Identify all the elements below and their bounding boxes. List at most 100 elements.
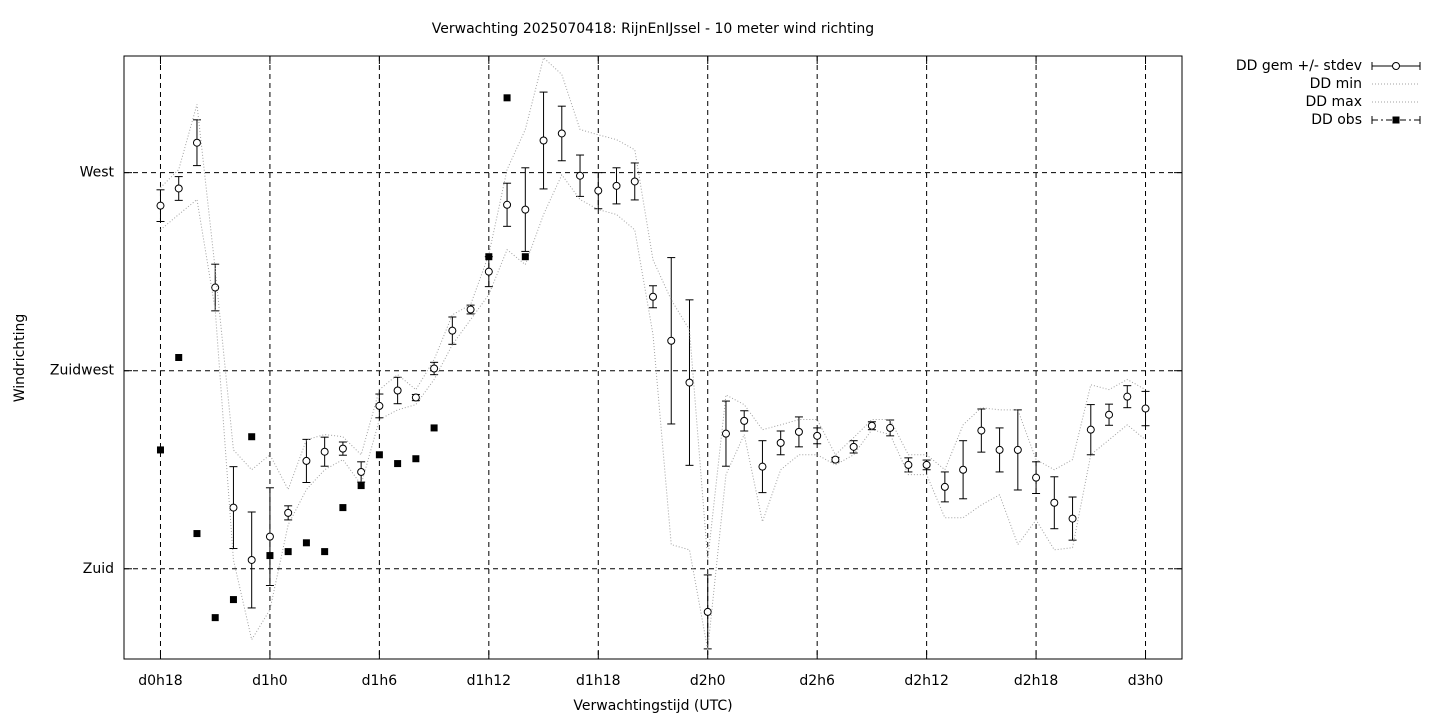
obs-point	[485, 253, 493, 261]
mean-point	[649, 292, 657, 301]
mean-point	[630, 177, 639, 186]
mean-point	[1086, 425, 1095, 434]
x-tick-label: d2h18	[1014, 673, 1058, 689]
legend-marker	[1392, 62, 1400, 70]
mean-point	[977, 426, 986, 435]
obs-point	[193, 530, 201, 538]
legend-label: DD obs	[1311, 112, 1362, 128]
mean-point	[813, 431, 822, 440]
mean-point	[411, 393, 420, 402]
x-tick-label: d1h18	[576, 673, 620, 689]
obs-point	[412, 455, 420, 463]
mean-point	[430, 364, 439, 373]
obs-point	[357, 482, 365, 490]
mean-point	[557, 129, 566, 138]
mean-point	[503, 200, 512, 209]
mean-point	[211, 283, 220, 292]
mean-point	[192, 138, 201, 147]
mean-point	[357, 467, 366, 476]
obs-point	[339, 504, 347, 512]
mean-point	[703, 607, 712, 616]
x-tick-label: d2h12	[904, 673, 948, 689]
mean-point	[1141, 404, 1150, 413]
legend-label: DD gem +/- stdev	[1236, 58, 1362, 74]
mean-point	[466, 305, 475, 314]
y-axis-label: Windrichting	[12, 314, 28, 403]
mean-point	[904, 460, 913, 469]
obs-point	[284, 548, 292, 556]
mean-point	[594, 186, 603, 195]
obs-point	[521, 253, 529, 261]
mean-point	[521, 205, 530, 214]
mean-point	[794, 427, 803, 436]
mean-point	[740, 416, 749, 425]
legend-label: DD max	[1305, 94, 1362, 110]
obs-point	[211, 614, 219, 622]
mean-point	[849, 442, 858, 451]
x-tick-label: d1h6	[362, 673, 398, 689]
x-axis-label: Verwachtingstijd (UTC)	[573, 698, 732, 714]
chart-title: Verwachting 2025070418: RijnEnIJssel - 1…	[432, 21, 874, 37]
mean-point	[484, 267, 493, 276]
range-line	[160, 56, 1146, 561]
mean-point	[448, 326, 457, 335]
mean-point	[922, 460, 931, 469]
mean-point	[867, 421, 876, 430]
mean-point	[174, 184, 183, 193]
mean-point	[758, 462, 767, 471]
mean-point	[940, 482, 949, 491]
legend-marker	[1392, 116, 1400, 124]
mean-point	[393, 386, 402, 395]
mean-point	[831, 455, 840, 464]
mean-point	[667, 336, 676, 345]
mean-point	[284, 508, 293, 517]
mean-point	[247, 555, 256, 564]
y-tick-label: West	[80, 165, 115, 181]
mean-point	[1068, 514, 1077, 523]
plot-frame	[123, 55, 1183, 660]
obs-point	[302, 539, 310, 547]
mean-point	[886, 423, 895, 432]
obs-point	[175, 354, 183, 361]
obs-point	[248, 433, 256, 441]
mean-point	[539, 136, 548, 145]
x-tick-label: d2h0	[690, 673, 726, 689]
mean-point	[776, 438, 785, 447]
legend-label: DD min	[1310, 76, 1362, 92]
x-tick-label: d1h0	[252, 673, 288, 689]
mean-point	[1050, 498, 1059, 507]
obs-point	[503, 94, 511, 102]
mean-point	[685, 378, 694, 387]
mean-point	[1032, 473, 1041, 482]
mean-point	[995, 445, 1004, 454]
obs-point	[430, 424, 438, 432]
mean-point	[302, 456, 311, 465]
y-tick-label: Zuid	[83, 561, 114, 577]
x-tick-label: d1h12	[467, 673, 511, 689]
x-tick-label: d2h6	[799, 673, 835, 689]
obs-point	[266, 552, 274, 560]
mean-point	[156, 201, 165, 210]
mean-point	[612, 181, 621, 190]
mean-point	[1123, 392, 1132, 401]
obs-point	[394, 460, 402, 468]
obs-point	[321, 548, 329, 556]
mean-point	[229, 503, 238, 512]
mean-point	[338, 444, 347, 453]
mean-point	[576, 171, 585, 180]
obs-point	[156, 446, 164, 454]
range-line	[160, 173, 1146, 650]
y-tick-label: Zuidwest	[50, 363, 115, 379]
obs-point	[229, 596, 237, 604]
mean-point	[265, 532, 274, 541]
obs-point	[375, 451, 383, 459]
mean-point	[1013, 445, 1022, 454]
mean-point	[1105, 410, 1114, 419]
mean-point	[721, 429, 730, 438]
x-tick-label: d3h0	[1128, 673, 1164, 689]
x-tick-label: d0h18	[138, 673, 182, 689]
mean-point	[320, 447, 329, 456]
mean-point	[375, 401, 384, 410]
